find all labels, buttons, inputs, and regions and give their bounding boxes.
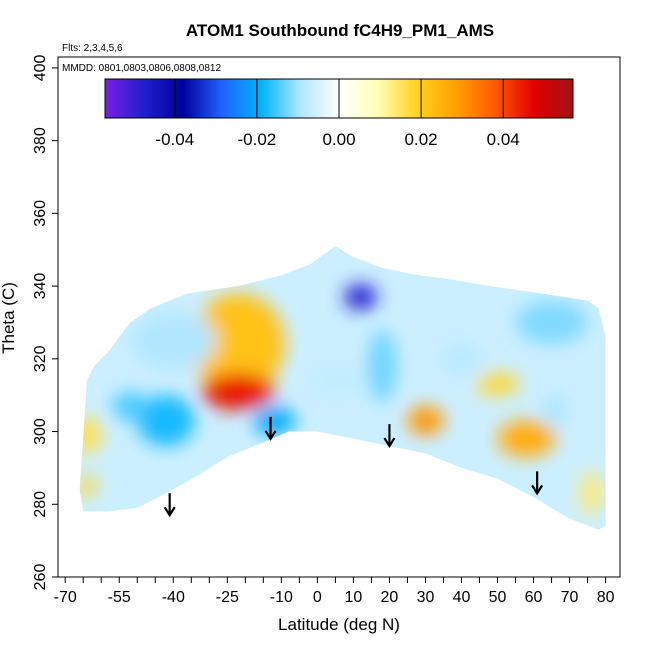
colorbar-tick-label: -0.04 — [155, 130, 194, 149]
chart-title: ATOM1 Southbound fC4H9_PM1_AMS — [186, 21, 494, 40]
colorbar-tick-label: 0.00 — [322, 130, 355, 149]
data-patch — [439, 340, 484, 377]
data-patch — [580, 471, 602, 516]
y-axis-title: Theta (C) — [0, 282, 18, 354]
data-patch — [475, 373, 520, 396]
data-patch — [367, 329, 397, 403]
colorbar-tick-label: 0.04 — [487, 130, 520, 149]
x-tick-label: -70 — [54, 589, 77, 606]
plot-frame — [57, 56, 621, 578]
y-tick-label: 400 — [32, 54, 49, 81]
dates-note: MMDD: 0801,0803,0806,0808,0812 — [62, 63, 221, 74]
x-tick-label: -40 — [162, 589, 185, 606]
flight-arrows — [163, 416, 544, 518]
x-tick-label: 20 — [381, 589, 399, 606]
y-axis: 260 280 300 320 340 360 380 400 — [32, 54, 58, 590]
data-patch — [79, 417, 102, 454]
x-tick-label: -55 — [108, 589, 131, 606]
x-tick-label: 70 — [561, 589, 579, 606]
y-tick-label: 380 — [32, 127, 49, 154]
x-tick-label: 80 — [597, 589, 615, 606]
data-patch — [202, 373, 275, 410]
y-tick-label: 340 — [32, 273, 49, 300]
flights-note: Flts: 2,3,4,5,6 — [62, 43, 123, 54]
x-tick-label: 40 — [453, 589, 471, 606]
flight-arrow — [163, 493, 176, 518]
colorbar-tick-label: -0.02 — [238, 130, 277, 149]
x-tick-label: 60 — [525, 589, 543, 606]
y-tick-label: 320 — [32, 345, 49, 372]
data-patch — [137, 395, 195, 447]
flight-arrow — [264, 416, 277, 441]
data-patch — [306, 358, 365, 403]
x-tick-label: -10 — [270, 589, 293, 606]
x-tick-label: -25 — [216, 589, 239, 606]
data-patch — [130, 311, 217, 370]
x-tick-label: 0 — [313, 589, 322, 606]
y-tick-label: 300 — [32, 418, 49, 445]
x-tick-label: 50 — [489, 589, 507, 606]
y-tick-label: 360 — [32, 200, 49, 227]
x-tick-label: 30 — [417, 589, 435, 606]
y-tick-label: 280 — [32, 491, 49, 518]
data-patch — [544, 395, 566, 425]
colorbar: -0.04 -0.02 0.00 0.02 0.04 — [104, 78, 574, 149]
flight-arrow — [531, 471, 544, 496]
x-axis-title: Latitude (deg N) — [278, 615, 400, 634]
data-patch — [515, 300, 588, 345]
colorbar-tick-label: 0.02 — [405, 130, 438, 149]
data-patch — [79, 475, 96, 498]
y-tick-label: 260 — [32, 564, 49, 591]
x-tick-label: 10 — [345, 589, 363, 606]
colorbar-ticks: -0.04 -0.02 0.00 0.02 0.04 — [155, 79, 520, 149]
x-axis: -70 -55 -40 -25 -10 0 10 20 30 40 50 60 70 80 — [54, 577, 615, 606]
data-patch — [344, 284, 377, 310]
data-patch — [191, 293, 285, 396]
data-patch — [112, 391, 149, 421]
data-patch — [407, 406, 444, 436]
data-patch — [252, 406, 296, 436]
flight-arrow — [383, 424, 396, 449]
data-patches — [79, 284, 602, 516]
data-patch — [497, 420, 556, 457]
